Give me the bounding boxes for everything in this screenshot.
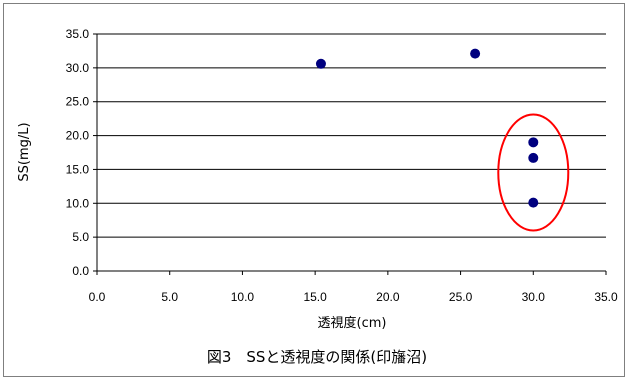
scatter-chart: 0.0 5.0 10.0 15.0 20.0 25.0 30.0 35.0 0.0 5.0 10.…	[17, 27, 618, 366]
x-tick-label: 5.0	[161, 290, 178, 304]
grid-lines	[97, 33, 606, 272]
y-tick-label: 30.0	[66, 61, 90, 75]
y-tick-labels: 0.0 5.0 10.0 15.0 20.0 25.0 30.0 35.0	[66, 27, 90, 278]
data-point	[528, 137, 539, 148]
data-points	[315, 48, 539, 208]
y-tick-label: 10.0	[66, 196, 90, 210]
data-point	[315, 58, 326, 69]
x-tick-label: 20.0	[376, 290, 400, 304]
data-point	[528, 152, 539, 163]
axes	[93, 33, 607, 275]
y-tick-label: 25.0	[66, 95, 90, 109]
x-tick-label: 10.0	[231, 290, 255, 304]
y-tick-label: 0.0	[72, 264, 89, 278]
x-tick-label: 25.0	[449, 290, 473, 304]
x-tick-labels: 0.0 5.0 10.0 15.0 20.0 25.0 30.0 35.0	[89, 290, 618, 304]
y-tick-label: 5.0	[72, 230, 89, 244]
y-axis-title: SS(mg/L)	[17, 122, 32, 181]
y-tick-label: 35.0	[66, 27, 90, 41]
x-tick-label: 30.0	[522, 290, 546, 304]
data-point	[470, 48, 481, 59]
data-point	[528, 197, 539, 208]
x-tick-label: 0.0	[89, 290, 106, 304]
plot-area	[97, 34, 606, 271]
chart-title: 図3 SSと透視度の関係(印旛沼)	[207, 348, 427, 366]
chart-frame: 0.0 5.0 10.0 15.0 20.0 25.0 30.0 35.0 0.0 5.0 10.…	[3, 3, 625, 377]
x-axis-title: 透視度(cm)	[318, 315, 387, 331]
y-tick-label: 20.0	[66, 129, 90, 143]
y-tick-label: 15.0	[66, 162, 90, 176]
x-tick-label: 15.0	[303, 290, 327, 304]
x-tick-label: 35.0	[594, 290, 618, 304]
highlight-ellipse	[497, 113, 570, 232]
